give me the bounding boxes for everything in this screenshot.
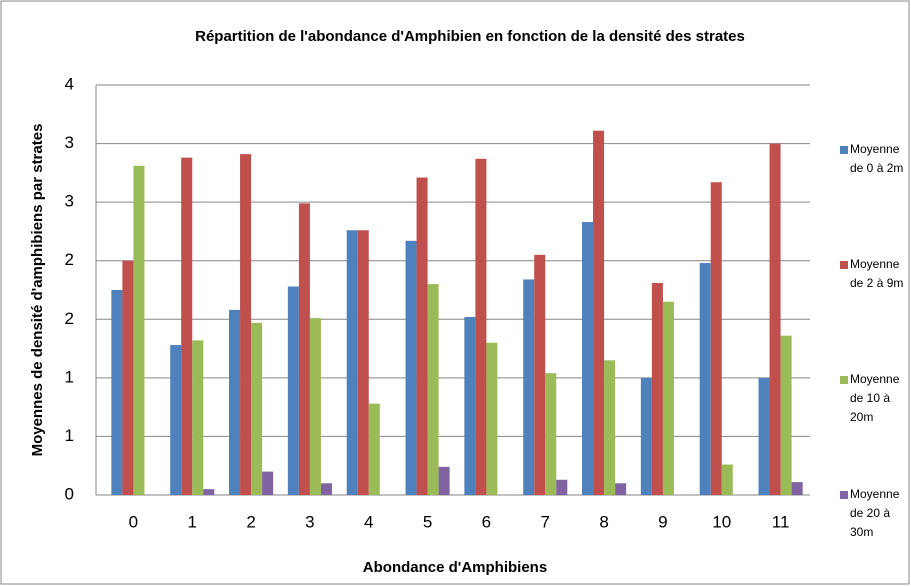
y-axis-label: Moyennes de densité d'amphibiens par str… xyxy=(29,124,46,457)
bar xyxy=(475,158,487,496)
bar xyxy=(593,130,605,495)
x-tick-label: 10 xyxy=(712,512,731,531)
bar xyxy=(721,464,733,495)
bar xyxy=(240,154,252,495)
y-tick-label: 4 xyxy=(65,74,74,93)
y-tick-label: 2 xyxy=(65,250,74,269)
bar xyxy=(357,230,369,495)
legend-swatch xyxy=(840,261,848,269)
bar xyxy=(192,340,204,495)
x-tick-label: 11 xyxy=(772,512,790,531)
bar xyxy=(298,203,310,496)
y-tick-label: 0 xyxy=(65,484,74,503)
x-axis-label: Abondance d'Amphibiens xyxy=(363,559,547,576)
bar xyxy=(769,143,781,496)
bar xyxy=(251,322,263,495)
bar xyxy=(699,263,711,495)
bar xyxy=(309,318,321,495)
bar xyxy=(545,373,557,495)
bar xyxy=(122,260,134,495)
bar xyxy=(111,290,123,495)
legend-label: Moyenne de 20 à 30m xyxy=(850,487,900,539)
bar xyxy=(170,345,182,495)
bar xyxy=(604,360,616,495)
y-tick-label: 3 xyxy=(65,192,74,211)
bar xyxy=(758,377,770,495)
x-tick-label: 5 xyxy=(423,512,432,531)
bar xyxy=(780,335,792,495)
x-tick-label: 7 xyxy=(541,512,550,531)
legend-label: Moyenne de 10 à 20m xyxy=(850,372,900,424)
y-tick-label: 1 xyxy=(65,426,74,445)
x-tick-label: 0 xyxy=(129,512,138,531)
x-tick-label: 4 xyxy=(364,512,373,531)
x-tick-label: 8 xyxy=(599,512,608,531)
bar xyxy=(662,301,674,495)
bar xyxy=(262,471,274,495)
bar xyxy=(582,222,594,496)
y-tick-label: 2 xyxy=(65,309,74,328)
bar xyxy=(181,157,193,495)
bar xyxy=(405,240,417,495)
x-tick-label: 6 xyxy=(482,512,491,531)
bar xyxy=(346,230,358,495)
legend-swatch xyxy=(840,491,848,499)
x-tick-label: 9 xyxy=(658,512,667,531)
x-tick-label: 2 xyxy=(246,512,255,531)
legend-swatch xyxy=(840,376,848,384)
bar xyxy=(320,483,332,495)
legend-label: Moyenne de 2 à 9m xyxy=(850,257,904,290)
bar xyxy=(287,286,299,495)
bar xyxy=(534,254,546,495)
bar xyxy=(556,479,568,495)
bar xyxy=(203,489,215,495)
bar xyxy=(615,483,627,495)
legend-swatch xyxy=(840,146,848,154)
chart-title: Répartition de l'abondance d'Amphibien e… xyxy=(195,28,745,45)
bar xyxy=(427,284,439,495)
bar xyxy=(710,182,722,495)
bar xyxy=(133,165,145,496)
x-tick-label: 3 xyxy=(305,512,314,531)
x-tick-label: 1 xyxy=(188,512,197,531)
bar xyxy=(523,279,535,495)
bar xyxy=(438,466,450,495)
bar xyxy=(464,316,476,495)
bar xyxy=(791,482,803,495)
bar xyxy=(651,282,663,495)
y-tick-label: 3 xyxy=(65,133,74,152)
bar xyxy=(486,342,498,495)
bar xyxy=(640,377,652,495)
y-tick-label: 1 xyxy=(65,367,74,386)
legend-label: Moyenne de 0 à 2m xyxy=(850,142,904,175)
bar xyxy=(368,403,380,495)
bar xyxy=(229,309,241,495)
bar xyxy=(416,177,428,496)
